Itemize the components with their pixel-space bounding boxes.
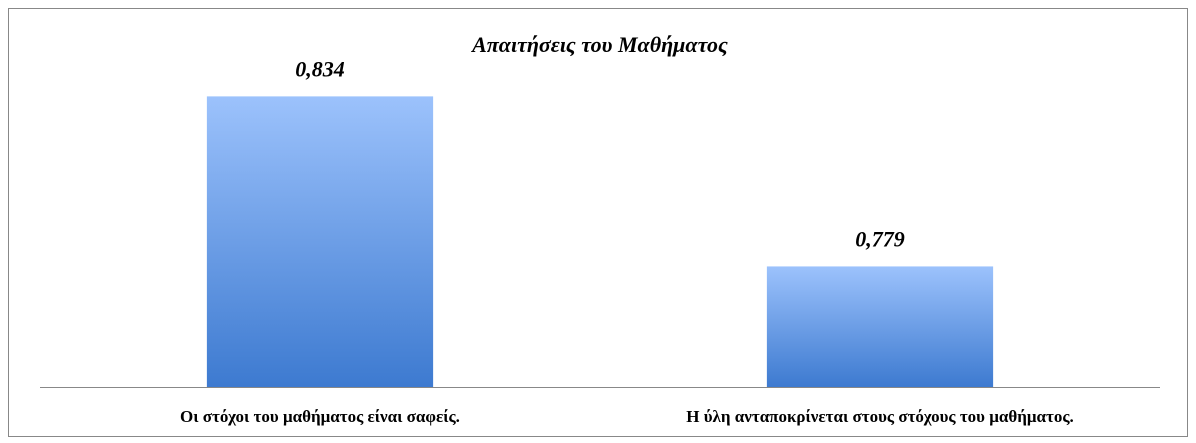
chart-border (8, 8, 1188, 437)
x-tick-label: Οι στόχοι του μαθήματος είναι σαφείς. (180, 407, 460, 426)
x-tick-label: Η ύλη ανταποκρίνεται στους στόχους του μ… (686, 407, 1074, 426)
bar (766, 266, 994, 387)
bar (206, 96, 434, 387)
data-label: 0,779 (855, 226, 905, 251)
data-label: 0,834 (295, 56, 345, 81)
chart-title: Απαιτήσεις του Μαθήματος (470, 32, 728, 57)
